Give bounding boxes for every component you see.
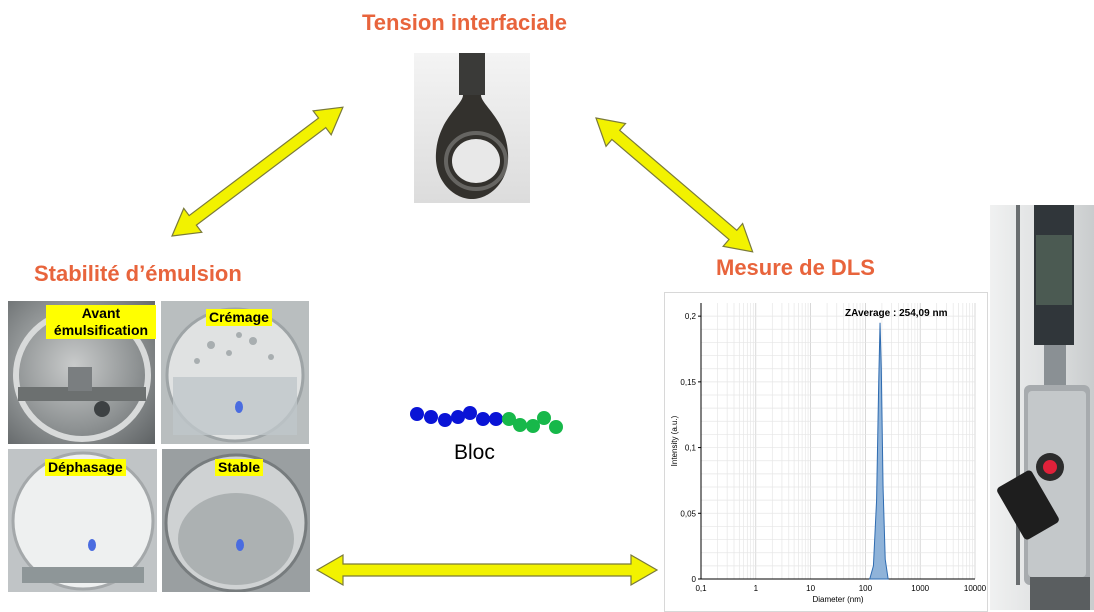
title-tension-interfaciale: Tension interfaciale (362, 10, 567, 35)
label-dephasage: Déphasage (45, 459, 126, 476)
label-avant-emulsification: Avant émulsification (46, 305, 156, 339)
chain-bead-green (526, 419, 540, 433)
chain-bead-blue (424, 410, 438, 424)
chain-bead-blue (489, 412, 503, 426)
chain-bead-green (513, 418, 527, 432)
emulsion-photo-dephasage (8, 449, 157, 592)
title-stabilite-emulsion: Stabilité d’émulsion (34, 261, 242, 286)
x-tick-label: 0,1 (695, 584, 707, 593)
dls-chart-panel: 0,1 1 10 100 1000 10000 0 0,05 0,1 0,15 0,2 ZAvera… (664, 292, 988, 612)
y-tick-label: 0,1 (685, 444, 697, 453)
x-tick-label: 10 (806, 584, 815, 593)
dls-y-axis-label: Intensity (a.u.) (670, 415, 679, 466)
dls-instrument-photo (990, 205, 1094, 610)
x-tick-label: 1 (754, 584, 759, 593)
y-tick-label: 0,2 (685, 312, 697, 321)
x-tick-label: 100 (859, 584, 873, 593)
chain-bead-blue (451, 410, 465, 424)
bloc-copolymer-chain (410, 406, 563, 434)
chain-bead-blue (438, 413, 452, 427)
y-tick-label: 0,15 (680, 378, 696, 387)
emulsion-photo-stable (162, 449, 310, 592)
dls-peak-area (869, 322, 889, 580)
double-arrow-right-diagonal (595, 117, 754, 253)
x-tick-label: 1000 (911, 584, 929, 593)
dls-x-axis-label: Diameter (nm) (812, 595, 863, 604)
label-stable: Stable (215, 459, 264, 476)
double-arrow-bottom-horizontal (315, 553, 659, 587)
chain-bead-green (549, 420, 563, 434)
chain-bead-green (502, 412, 516, 426)
y-tick-label: 0,05 (680, 509, 696, 518)
dls-zaverage-annotation: ZAverage : 254,09 nm (845, 308, 948, 319)
pendant-drop-photo (414, 53, 530, 203)
chain-bead-blue (476, 412, 490, 426)
y-tick-label: 0 (692, 575, 697, 584)
chain-bead-blue (463, 406, 477, 420)
dls-chart: 0,1 1 10 100 1000 10000 0 0,05 0,1 0,15 0,2 ZAvera… (670, 303, 987, 604)
x-tick-label: 10000 (964, 584, 987, 593)
chain-bead-blue (410, 407, 424, 421)
title-mesure-dls: Mesure de DLS (716, 255, 875, 280)
label-cremage: Crémage (206, 309, 272, 326)
chain-bead-green (537, 411, 551, 425)
bloc-label: Bloc (454, 441, 495, 464)
double-arrow-left-diagonal (171, 106, 344, 237)
